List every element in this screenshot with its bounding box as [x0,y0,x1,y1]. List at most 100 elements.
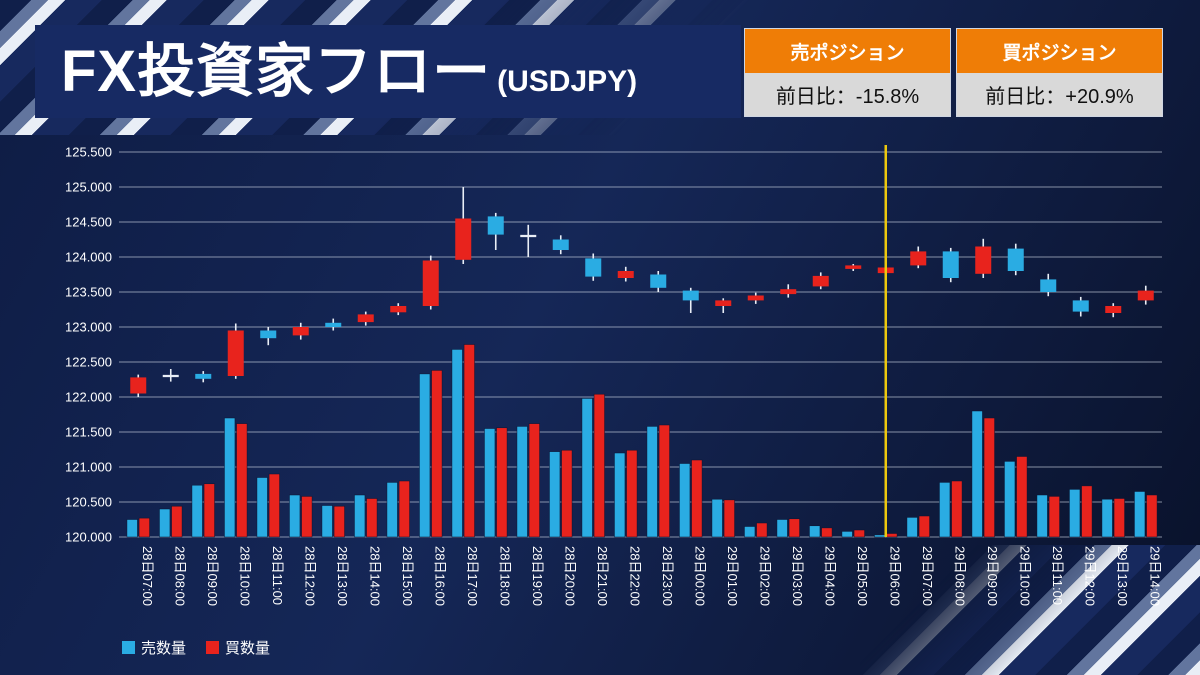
buy-volume-bar [463,344,475,538]
sell-position-value: 前日比：-15.8% [745,73,950,116]
sell-volume-bar [1036,494,1048,538]
buy-volume-bar [918,515,930,538]
y-axis-label: 120.000 [65,530,112,545]
x-axis-label: 28日23:00 [660,546,675,606]
x-axis-label: 28日16:00 [432,546,447,606]
y-axis-label: 121.500 [65,425,112,440]
sell-volume-bar [224,417,236,538]
sell-volume-bar [776,519,788,538]
buy-position-table: 買ポジション 前日比：+20.9% [956,28,1163,117]
sell-volume-bar [289,494,301,538]
x-axis-label: 29日02:00 [757,546,772,606]
buy-volume-bar [1146,494,1158,538]
x-axis-label: 28日22:00 [627,546,642,606]
sell-volume-bar [1134,491,1146,538]
chart-legend: 売数量 買数量 [122,637,270,658]
y-axis-label: 122.500 [65,355,112,370]
page-title: FX投資家フロー [61,39,492,104]
sell-volume-bar [581,398,593,538]
candle-body [1072,300,1089,312]
buy-volume-bar [1048,496,1060,538]
buy-volume-bar [853,529,865,538]
candle-body [942,251,959,278]
sell-volume-bar [126,519,138,538]
buy-volume-bar [301,496,313,538]
x-axis-label: 29日03:00 [790,546,805,606]
candle-body [487,216,504,235]
buy-volume-bar [658,424,670,538]
sell-volume-bar [906,517,918,538]
candle-body [422,260,439,306]
sell-volume-bar [1069,489,1081,538]
buy-volume-bar [203,483,215,538]
y-axis-label: 124.000 [65,250,112,265]
buy-volume-bar [626,449,638,538]
sell-volume-bar [159,508,171,538]
buy-position-value: 前日比：+20.9% [957,73,1162,116]
x-axis-label: 29日08:00 [952,546,967,606]
x-axis-label: 28日13:00 [335,546,350,606]
sell-volume-bar [549,451,561,538]
buy-volume-bar [236,423,248,538]
buy-volume-bar [886,533,898,538]
y-axis-label: 120.500 [65,495,112,510]
buy-volume-swatch-icon [206,641,220,654]
sell-volume-bar [744,526,756,538]
sell-volume-bar [679,463,691,538]
candle-body [780,289,797,295]
x-axis-label: 29日13:00 [1115,546,1130,606]
buy-volume-label: 買数量 [225,640,271,657]
buy-volume-bar [398,480,410,538]
sell-volume-bar [939,482,951,538]
sell-volume-bar [1004,461,1016,538]
sell-volume-bar [516,426,528,538]
x-axis-label: 29日01:00 [725,546,740,606]
y-axis-label: 124.500 [65,215,112,230]
x-axis-label: 28日19:00 [530,546,545,606]
candle-body [227,330,244,376]
sell-position-header: 売ポジション [745,29,950,73]
sell-volume-label: 売数量 [141,640,187,657]
candle-body [130,377,147,394]
x-axis-label: 29日06:00 [887,546,902,606]
x-axis-label: 29日10:00 [1017,546,1032,606]
candle-body [455,218,472,260]
buy-volume-bar [366,498,378,538]
candle-body [1137,290,1154,301]
x-axis-label: 28日14:00 [367,546,382,606]
x-axis-label: 28日10:00 [237,546,252,606]
legend-item-buy-volume: 買数量 [206,637,270,658]
buy-position-header: 買ポジション [957,29,1162,73]
candle-body [1007,248,1024,271]
buy-volume-bar [723,499,735,538]
x-axis-label: 28日21:00 [595,546,610,606]
y-axis-label: 122.000 [65,390,112,405]
buy-volume-bar [1113,498,1125,538]
candle-body [910,251,927,266]
x-axis-label: 29日05:00 [855,546,870,606]
x-axis-label: 28日12:00 [302,546,317,606]
sell-volume-bar [484,428,496,538]
candle-body [845,265,862,269]
x-axis-label: 29日12:00 [1082,546,1097,606]
buy-volume-bar [1016,456,1028,538]
x-axis-label: 28日09:00 [205,546,220,606]
x-axis-label: 29日04:00 [822,546,837,606]
buy-volume-bar [268,473,280,538]
candle-body [260,330,277,339]
buy-volume-bar [821,527,833,538]
sell-volume-bar [354,494,366,538]
x-axis-label: 28日07:00 [140,546,155,606]
x-axis-label: 28日20:00 [562,546,577,606]
sell-volume-bar [1101,498,1113,538]
candle-body [650,274,667,288]
y-axis-label: 121.000 [65,460,112,475]
buy-volume-bar [983,417,995,538]
candle-body [1105,306,1122,313]
sell-volume-bar [256,477,268,538]
legend-item-sell-volume: 売数量 [122,637,186,658]
buy-volume-bar [1081,485,1093,538]
sell-volume-bar [646,426,658,538]
